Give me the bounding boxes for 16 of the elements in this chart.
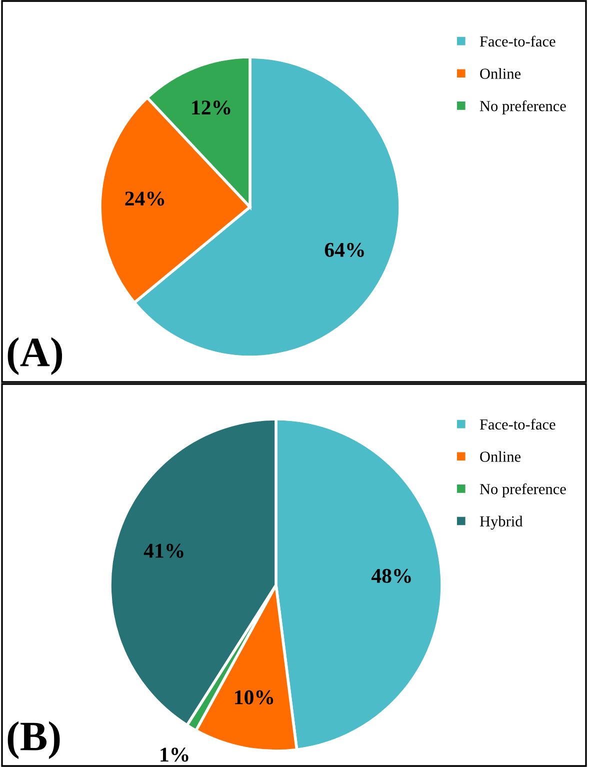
legend-label: Online xyxy=(480,68,521,79)
legend-label: No preference xyxy=(480,100,566,114)
text: (A) xyxy=(8,337,62,375)
data-label: 24% xyxy=(125,192,164,206)
legend-label: No preference xyxy=(480,483,566,498)
data-label: 1% xyxy=(160,748,188,762)
data-label: 41% xyxy=(144,544,184,558)
legend-label: Face-to-face xyxy=(480,418,556,430)
legend-label: Online xyxy=(480,451,521,462)
data-label: 12% xyxy=(192,100,230,115)
data-label: 64% xyxy=(324,242,364,257)
legend-label: Face-to-face xyxy=(480,36,556,47)
text: (B) xyxy=(8,721,60,759)
data-label: 10% xyxy=(235,690,274,704)
data-label: 48% xyxy=(371,568,411,583)
legend-label: Hybrid xyxy=(480,516,523,530)
